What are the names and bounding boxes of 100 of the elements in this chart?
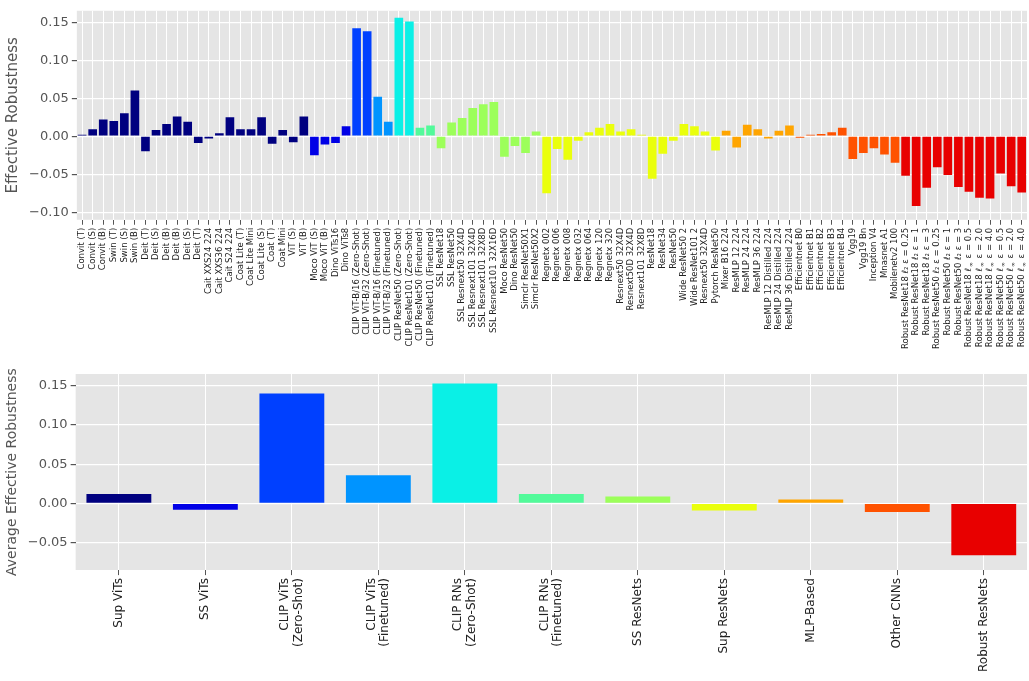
bar xyxy=(373,96,383,136)
x-tick-label: Robust ResNet50 ℓ₂ ε = 1 xyxy=(942,227,953,336)
bar xyxy=(859,136,868,153)
x-tick-label: CLIP RNs (Finetuned) xyxy=(536,578,565,647)
x-tick-label: Inception V4 xyxy=(868,227,879,282)
y-tick-label: 0.15 xyxy=(38,377,68,393)
x-tick-label: CLIP ViT-B/16 (Finetuned) xyxy=(371,227,382,335)
x-tick-label: ViT (B) xyxy=(298,227,309,257)
bar xyxy=(848,136,858,159)
x-tick-label: Efficientnet B1 xyxy=(804,227,815,291)
x-tick-label: Deit (T) xyxy=(192,227,203,260)
x-tick-label: Efficientnet B3 xyxy=(825,227,836,291)
bar xyxy=(605,124,615,136)
bar xyxy=(605,496,671,503)
x-tick-label: SS ResNets xyxy=(629,578,644,646)
x-tick-label: Vgg19 xyxy=(847,227,858,256)
bar xyxy=(954,136,963,188)
bar xyxy=(679,124,689,136)
x-tick-label: Regnetx 320 xyxy=(604,227,615,282)
bar xyxy=(690,126,699,136)
x-tick-label: Coat Mini xyxy=(276,227,287,268)
bar xyxy=(341,126,351,136)
x-tick-label: Mixer B16 224 xyxy=(720,227,731,290)
y-tick-label: −0.05 xyxy=(27,534,68,550)
x-tick-label: Regnetx 120 xyxy=(593,227,604,282)
bar xyxy=(922,136,932,188)
y-tick-label: 0.15 xyxy=(39,13,69,29)
x-tick-label: Moco ResNet50 xyxy=(498,227,509,294)
bar xyxy=(394,17,404,136)
x-tick-label: Efficientnet B2 xyxy=(815,227,826,291)
bar xyxy=(236,129,245,136)
bar xyxy=(141,136,150,152)
x-tick-label: SSL Resnext101 32X8D xyxy=(477,227,488,328)
bar xyxy=(911,136,921,207)
x-tick-label: MLP-Based xyxy=(802,578,817,643)
x-tick-label: Regnetx 064 xyxy=(583,227,594,282)
x-tick-label: SSL ResNet50 xyxy=(445,227,456,287)
y-tick-label: 0.00 xyxy=(39,127,69,143)
x-tick-label: Sup ResNets xyxy=(716,578,731,654)
bar xyxy=(426,125,435,136)
bar xyxy=(626,129,636,136)
bar xyxy=(310,136,319,156)
bar xyxy=(996,136,1005,174)
x-tick-label: Dino ViTs16 xyxy=(329,227,340,277)
x-tick-label: Convit (T) xyxy=(76,227,87,270)
x-tick-label: Coat (T) xyxy=(266,227,277,262)
x-tick-label: Cait S24 224 xyxy=(224,227,235,283)
bar xyxy=(890,136,900,163)
bar xyxy=(331,136,340,143)
bar xyxy=(405,21,414,136)
x-tick-label: Deit (S) xyxy=(150,227,161,260)
x-tick-label: Deit (T) xyxy=(139,227,150,260)
x-tick-label: Swin (S) xyxy=(118,227,129,263)
x-tick-label: Regnetx 002 xyxy=(540,227,551,282)
x-tick-label: Mnasnet A1 xyxy=(878,227,889,278)
x-tick-label: Deit (B) xyxy=(171,227,182,261)
bar xyxy=(500,136,509,157)
bar xyxy=(778,499,844,503)
x-tick-label: Robust ResNet50 ℓ₂ ε = 0.25 xyxy=(931,227,942,349)
bar xyxy=(518,494,584,503)
x-tick-label: Simclr ResNet50X2 xyxy=(530,227,541,310)
bar xyxy=(362,31,372,136)
y-axis-title: Effective Robustness xyxy=(2,36,21,194)
x-tick-label: Convit (S) xyxy=(86,227,97,270)
x-tick-label: SSL Resnext101 32X16D xyxy=(488,227,499,333)
x-tick-label: Coat Lite (S) xyxy=(255,227,266,281)
bar xyxy=(278,130,288,136)
bar xyxy=(345,475,411,503)
bar xyxy=(785,125,794,136)
x-tick-label: Coat Lite (T) xyxy=(234,227,245,281)
bar xyxy=(352,28,361,136)
bar xyxy=(478,104,488,136)
bar xyxy=(86,494,152,503)
x-tick-label: Convit (B) xyxy=(97,227,108,271)
bar xyxy=(88,129,97,136)
x-tick-label: ResNet18 xyxy=(646,227,657,269)
bar xyxy=(774,130,784,136)
x-tick-label: CLIP ResNet101 (Finetuned) xyxy=(424,227,435,347)
x-tick-label: CLIP ResNet50 (Zero-Shot) xyxy=(393,227,404,342)
bar xyxy=(985,136,995,199)
x-tick-label: SSL Resnext101 32X4D xyxy=(466,227,477,328)
x-tick-label: Regnetx 032 xyxy=(572,227,583,282)
bar xyxy=(447,122,456,136)
bar xyxy=(120,113,129,136)
x-tick-label: Cait XXS24 224 xyxy=(203,227,214,295)
x-tick-label: SSL ResNet18 xyxy=(435,227,446,287)
bar xyxy=(383,121,393,136)
x-tick-label: CLIP ViT-B/32 (Finetuned) xyxy=(382,227,393,335)
bar xyxy=(880,136,889,155)
bar xyxy=(542,136,551,194)
bar xyxy=(320,136,330,145)
x-tick-label: CLIP RNs (Zero-Shot) xyxy=(450,578,478,647)
x-tick-label: Simclr ResNet50X1 xyxy=(519,227,530,310)
y-tick-label: −0.05 xyxy=(28,165,69,181)
x-tick-label: ViT (S) xyxy=(287,227,298,256)
x-tick-label: Dino ViTs8 xyxy=(340,227,351,272)
x-tick-label: Regnetx 008 xyxy=(561,227,572,282)
bar xyxy=(700,131,710,136)
y-axis-title: Average Effective Robustness xyxy=(3,368,20,576)
x-tick-label: Vgg19 Bn xyxy=(857,227,868,270)
